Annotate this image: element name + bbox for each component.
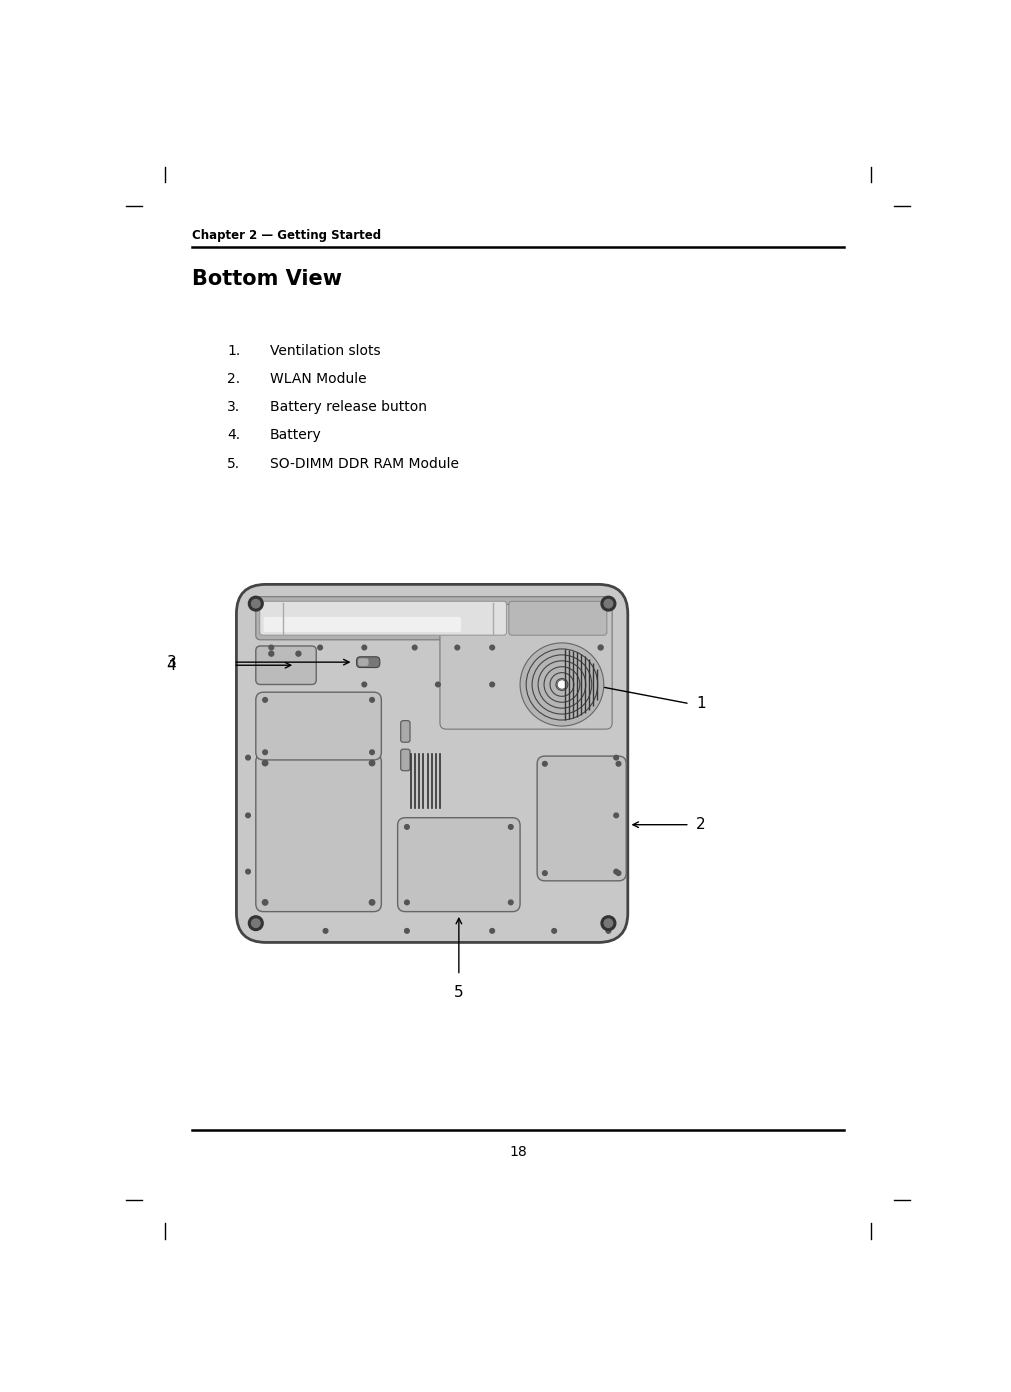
Circle shape — [602, 916, 616, 930]
Circle shape — [614, 813, 619, 817]
Text: 5: 5 — [454, 984, 464, 999]
Text: 1: 1 — [696, 696, 706, 711]
Circle shape — [252, 919, 260, 927]
Circle shape — [263, 750, 268, 754]
Circle shape — [263, 697, 268, 702]
FancyBboxPatch shape — [397, 817, 520, 912]
Text: 4.: 4. — [227, 429, 241, 443]
Circle shape — [369, 760, 375, 766]
Circle shape — [370, 750, 374, 754]
Circle shape — [404, 928, 409, 933]
Circle shape — [602, 596, 616, 611]
Circle shape — [296, 651, 301, 656]
Text: 2: 2 — [696, 817, 706, 832]
Circle shape — [557, 679, 566, 689]
Text: Battery release button: Battery release button — [270, 401, 427, 415]
Circle shape — [246, 813, 251, 817]
FancyBboxPatch shape — [509, 601, 607, 635]
Circle shape — [455, 646, 460, 650]
Text: Bottom View: Bottom View — [192, 269, 343, 288]
Circle shape — [269, 646, 274, 650]
Circle shape — [490, 646, 494, 650]
Text: Chapter 2 — Getting Started: Chapter 2 — Getting Started — [192, 228, 381, 242]
Text: 3: 3 — [167, 654, 177, 670]
Circle shape — [605, 919, 613, 927]
Circle shape — [269, 651, 274, 656]
Circle shape — [543, 761, 547, 766]
FancyBboxPatch shape — [537, 756, 626, 881]
Circle shape — [607, 928, 611, 933]
FancyBboxPatch shape — [237, 585, 628, 942]
Circle shape — [543, 871, 547, 876]
Circle shape — [412, 646, 417, 650]
Text: 3.: 3. — [227, 401, 241, 415]
Text: 4: 4 — [167, 658, 176, 672]
Circle shape — [520, 643, 604, 727]
Circle shape — [490, 928, 494, 933]
Text: Ventilation slots: Ventilation slots — [270, 344, 380, 358]
Text: WLAN Module: WLAN Module — [270, 372, 366, 386]
Circle shape — [317, 646, 323, 650]
Text: 2.: 2. — [227, 372, 241, 386]
Circle shape — [246, 869, 251, 874]
FancyBboxPatch shape — [260, 601, 507, 635]
Circle shape — [605, 600, 613, 608]
Circle shape — [263, 760, 268, 766]
Circle shape — [509, 901, 514, 905]
Circle shape — [370, 697, 374, 702]
Circle shape — [362, 646, 367, 650]
Circle shape — [509, 824, 514, 830]
Text: 18: 18 — [510, 1146, 528, 1160]
Circle shape — [249, 916, 263, 930]
FancyBboxPatch shape — [400, 749, 410, 771]
FancyBboxPatch shape — [357, 657, 380, 668]
Circle shape — [362, 682, 367, 686]
Circle shape — [614, 756, 619, 760]
FancyBboxPatch shape — [256, 754, 381, 912]
FancyBboxPatch shape — [264, 617, 461, 632]
FancyBboxPatch shape — [440, 604, 612, 729]
FancyBboxPatch shape — [256, 597, 609, 640]
Text: 1.: 1. — [227, 344, 241, 358]
Circle shape — [249, 596, 263, 611]
Circle shape — [404, 901, 409, 905]
Circle shape — [246, 756, 251, 760]
Circle shape — [616, 761, 621, 766]
Text: 5.: 5. — [227, 457, 241, 470]
Text: SO-DIMM DDR RAM Module: SO-DIMM DDR RAM Module — [270, 457, 459, 470]
Circle shape — [263, 899, 268, 905]
Circle shape — [324, 928, 328, 933]
Circle shape — [369, 899, 375, 905]
FancyBboxPatch shape — [256, 692, 381, 760]
Circle shape — [436, 682, 440, 686]
Circle shape — [614, 869, 619, 874]
FancyBboxPatch shape — [256, 646, 316, 685]
Text: Battery: Battery — [270, 429, 321, 443]
Circle shape — [490, 682, 494, 686]
Circle shape — [616, 871, 621, 876]
Circle shape — [552, 928, 556, 933]
FancyBboxPatch shape — [400, 721, 410, 742]
Circle shape — [404, 824, 409, 830]
Circle shape — [599, 644, 604, 650]
Circle shape — [252, 600, 260, 608]
FancyBboxPatch shape — [358, 658, 369, 665]
